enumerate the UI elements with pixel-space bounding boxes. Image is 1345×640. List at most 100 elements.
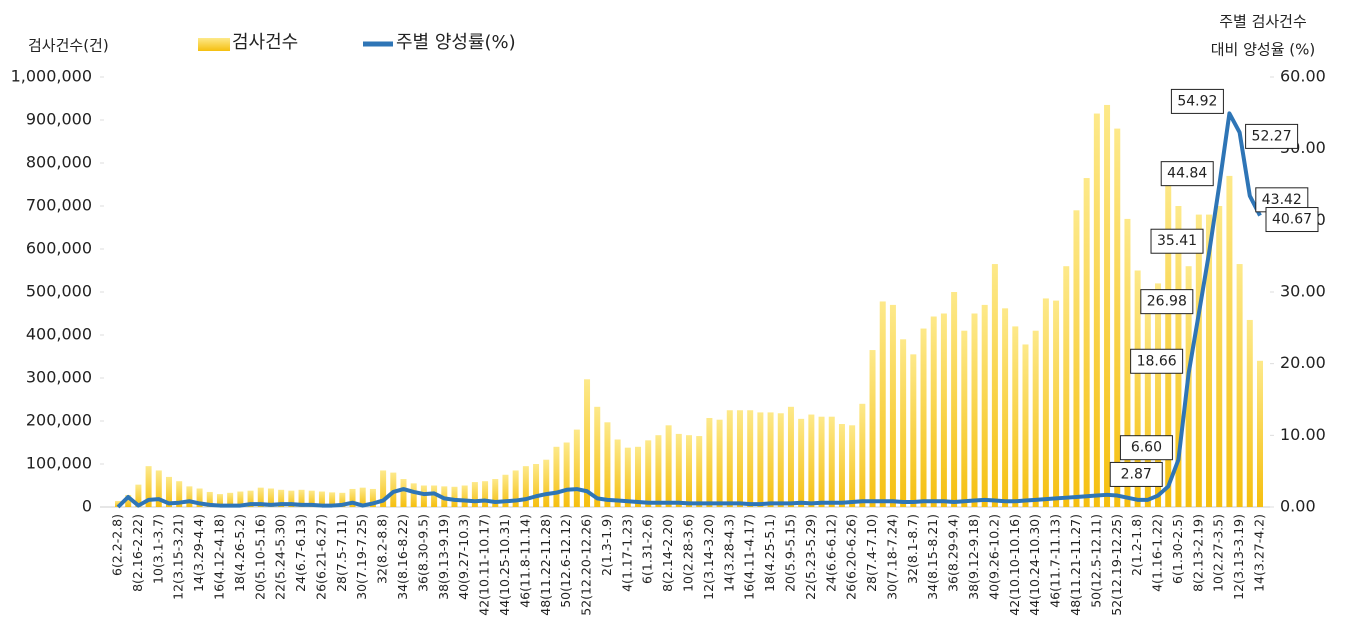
- bar: [288, 490, 295, 507]
- x-tick-label: 4(1.16-1.22): [1150, 514, 1165, 592]
- y-tick-label: 700,000: [26, 196, 92, 215]
- data-label-box: [1130, 348, 1184, 374]
- data-label: 43.42: [1262, 192, 1302, 208]
- bar: [1114, 128, 1121, 507]
- bar: [665, 425, 672, 507]
- y2-axis-title: 대비 양성율 (%): [1211, 41, 1316, 59]
- bar: [604, 422, 611, 507]
- x-tick-label: 26(6.21-6.27): [313, 514, 328, 600]
- bar: [155, 470, 162, 507]
- bar: [777, 413, 784, 507]
- x-tick-label: 44(10.24-10.30): [1027, 514, 1042, 616]
- y-axis-title: 검사건수(건): [28, 37, 109, 55]
- bar: [543, 459, 550, 507]
- y-tick-label: 800,000: [26, 153, 92, 172]
- bar: [471, 482, 478, 507]
- y-tick-label: 400,000: [26, 325, 92, 344]
- x-tick-label: 20(5.10-5.16): [252, 514, 267, 600]
- y2-tick-label: 20.00: [1280, 353, 1326, 372]
- x-tick-label: 18(4.26-5.2): [232, 514, 247, 592]
- data-label: 6.60: [1131, 440, 1162, 456]
- data-label-box: [1140, 289, 1194, 315]
- y-tick-label: 200,000: [26, 411, 92, 430]
- bar: [757, 412, 764, 507]
- bar: [991, 264, 998, 507]
- bar: [828, 416, 835, 507]
- bar: [176, 481, 183, 507]
- bar: [1216, 206, 1223, 507]
- bar: [400, 479, 407, 507]
- bar: [584, 379, 591, 507]
- data-label: 54.92: [1177, 93, 1217, 109]
- y2-tick-label: 0.00: [1280, 497, 1316, 516]
- bar: [115, 500, 121, 507]
- y-tick-label: 500,000: [26, 282, 92, 301]
- bar: [1134, 270, 1141, 507]
- x-tick-label: 10(2.28-3.6): [681, 514, 696, 592]
- y2-tick-label: 30.00: [1280, 282, 1326, 301]
- bar: [961, 330, 968, 507]
- x-tick-label: 12(3.13-3.19): [1231, 514, 1246, 600]
- bar: [186, 486, 193, 507]
- bar: [1206, 214, 1213, 507]
- bar: [726, 410, 733, 507]
- x-tick-label: 12(3.15-3.21): [171, 514, 186, 600]
- bar: [1083, 178, 1090, 508]
- bar: [308, 490, 315, 507]
- x-tick-label: 44(10.25-10.31): [497, 514, 512, 616]
- bar: [1002, 308, 1009, 507]
- x-tick-label: 48(11.22-11.28): [538, 514, 553, 616]
- bar: [879, 301, 886, 507]
- y-tick-label: 300,000: [26, 368, 92, 387]
- x-tick-label: 8(2.13-2.19): [1190, 514, 1205, 592]
- x-tick-label: 16(4.12-4.18): [211, 514, 226, 600]
- x-tick-label: 50(12.6-12.12): [558, 514, 573, 608]
- bar: [267, 488, 274, 507]
- x-tick-label: 26(6.20-6.26): [844, 514, 859, 600]
- bar: [1042, 298, 1049, 507]
- data-label-box: [1119, 435, 1173, 461]
- bar: [787, 406, 794, 507]
- bar: [747, 410, 754, 507]
- data-label-box: [1170, 88, 1224, 114]
- bar: [1155, 283, 1162, 507]
- bar: [1257, 360, 1263, 507]
- legend-label: 주별 양성률(%): [396, 32, 516, 53]
- bar: [318, 491, 325, 507]
- x-tick-label: 12(3.14-3.20): [701, 514, 716, 600]
- bar: [196, 488, 203, 507]
- bar: [849, 425, 856, 507]
- bar: [1246, 319, 1253, 507]
- x-tick-label: 14(3.28-4.3): [721, 514, 736, 592]
- bar: [798, 418, 805, 507]
- line: [116, 111, 1262, 509]
- x-tick-label: 38(9.13-9.19): [436, 514, 451, 600]
- data-label: 35.41: [1157, 233, 1197, 249]
- data-label: 44.84: [1167, 166, 1207, 182]
- legend-label: 검사건수: [232, 32, 298, 53]
- bar: [1063, 266, 1070, 507]
- bar: [298, 489, 305, 507]
- bar: [930, 316, 937, 507]
- x-tick-label: 2(1.2-1.8): [1129, 514, 1144, 576]
- bar: [329, 492, 336, 507]
- x-tick-label: 32(8.1-8.7): [905, 514, 920, 584]
- bar: [553, 446, 560, 507]
- x-tick-label: 8(2.14-2.20): [660, 514, 675, 592]
- data-label-box: [1265, 207, 1319, 233]
- bar: [900, 339, 907, 507]
- x-tick-label: 48(11.21-11.27): [1068, 514, 1083, 616]
- bar: [614, 439, 621, 507]
- x-tick-label: 6(2.2-2.8): [110, 514, 125, 576]
- bar: [655, 435, 662, 507]
- x-tick-label: 28(7.4-7.10): [864, 514, 879, 592]
- data-label-box: [1150, 228, 1204, 254]
- x-tick-label: 22(5.24-5.30): [273, 514, 288, 600]
- data-label-box: [1245, 123, 1299, 149]
- x-tick-label: 8(2.16-2.22): [130, 514, 145, 592]
- bar: [502, 474, 509, 507]
- x-tick-label: 2(1.3-1.9): [599, 514, 614, 576]
- y-tick-label: 900,000: [26, 110, 92, 129]
- bar: [145, 466, 152, 507]
- bar: [451, 486, 458, 507]
